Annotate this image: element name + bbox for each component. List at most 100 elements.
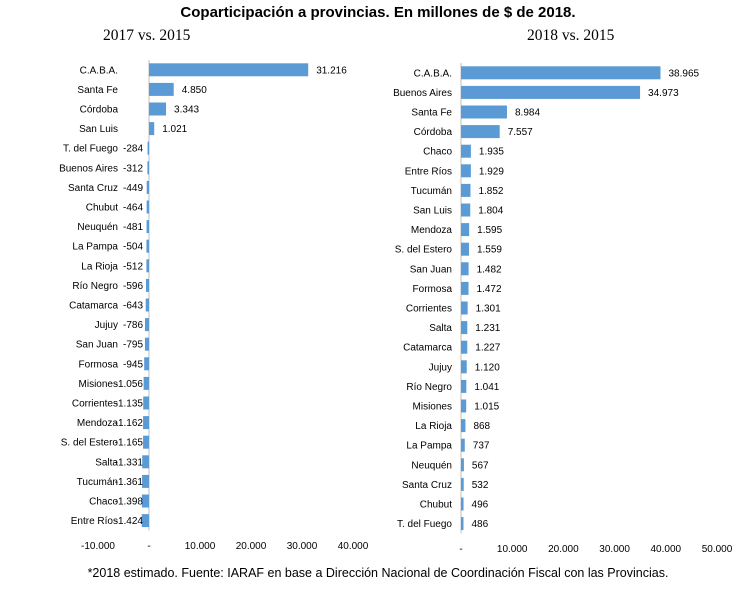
left-category-label: Río Negro: [72, 281, 118, 292]
left-data-label: -786: [123, 320, 143, 331]
left-bar: [149, 122, 155, 136]
right-data-label: 1.804: [478, 206, 503, 217]
right-bar: [461, 105, 507, 119]
right-category-label: Chaco: [423, 147, 452, 158]
right-chart-subtitle: 2018 vs. 2015: [527, 27, 615, 44]
left-category-label: Chubut: [86, 203, 118, 214]
right-category-label: San Juan: [410, 264, 452, 275]
left-bar: [144, 318, 149, 332]
right-category-label: Santa Fe: [411, 108, 452, 119]
left-bar: [143, 416, 149, 430]
left-category-label: Corrientes: [72, 399, 118, 410]
left-bar: [147, 141, 150, 155]
left-category-label: Córdoba: [80, 105, 119, 116]
left-data-label: -1.331: [115, 457, 144, 468]
right-bar: [461, 321, 468, 335]
right-data-label: 38.965: [669, 68, 700, 79]
left-category-label: Buenos Aires: [59, 163, 118, 174]
right-category-label: Formosa: [413, 284, 453, 295]
left-data-label: -1.165: [115, 438, 144, 449]
right-bar: [461, 301, 468, 315]
right-category-label: Buenos Aires: [393, 88, 452, 99]
left-data-label: -1.398: [115, 497, 144, 508]
left-category-label: Entre Ríos: [71, 516, 118, 527]
left-bar: [149, 102, 167, 116]
right-x-tick-label: 50.000: [702, 544, 733, 555]
chart-title: Coparticipación a provincias. En millone…: [180, 4, 576, 21]
footnote: *2018 estimado. Fuente: IARAF en base a …: [87, 566, 669, 580]
left-bar-chart: -10.000-10.000 20.000 30.000 40.000C.A.B.A.…: [59, 60, 369, 552]
left-data-label: -504: [123, 242, 143, 253]
left-data-label: -284: [123, 144, 143, 155]
right-category-label: Salta: [429, 323, 452, 334]
left-category-label: Formosa: [79, 359, 119, 370]
left-bar: [145, 298, 149, 312]
right-data-label: 7.557: [508, 127, 533, 138]
left-category-label: Catamarca: [69, 301, 118, 312]
right-category-label: Tucumán: [411, 186, 452, 197]
left-data-label: 4.850: [182, 85, 207, 96]
left-bar: [146, 239, 149, 253]
right-bar: [461, 183, 471, 197]
left-category-label: Jujuy: [95, 320, 118, 331]
right-category-label: Río Negro: [406, 382, 452, 393]
right-bar: [461, 458, 464, 472]
right-data-label: 737: [473, 441, 490, 452]
left-bar: [144, 357, 149, 371]
right-category-label: Entre Ríos: [405, 166, 452, 177]
left-data-label: -1.056: [115, 379, 144, 390]
left-x-tick-label: -10.000: [81, 541, 115, 552]
right-bar: [461, 360, 467, 374]
right-bar: [461, 497, 464, 511]
right-category-label: C.A.B.A.: [414, 68, 452, 79]
left-chart-subtitle: 2017 vs. 2015: [103, 27, 191, 44]
right-bar: [461, 517, 464, 531]
right-bar: [461, 262, 469, 276]
left-category-label: Santa Fe: [77, 85, 118, 96]
left-data-label: 1.021: [162, 124, 187, 135]
right-x-tick-label: 30.000: [599, 544, 630, 555]
left-data-label: -596: [123, 281, 143, 292]
right-data-label: 1.041: [474, 382, 499, 393]
right-category-label: La Pampa: [406, 441, 452, 452]
left-bar: [147, 161, 149, 175]
left-category-label: San Juan: [76, 340, 118, 351]
right-category-label: Misiones: [413, 402, 452, 413]
right-data-label: 1.482: [477, 264, 502, 275]
left-category-label: Santa Cruz: [68, 183, 118, 194]
left-x-tick-label: 40.000: [338, 541, 369, 552]
right-bar: [461, 203, 471, 217]
left-data-label: -795: [123, 340, 143, 351]
right-data-label: 1.472: [477, 284, 502, 295]
right-category-label: Catamarca: [403, 343, 452, 354]
left-bar: [146, 220, 149, 234]
right-category-label: Mendoza: [411, 225, 453, 236]
right-category-label: Neuquén: [411, 460, 452, 471]
right-category-label: T. del Fuego: [397, 519, 452, 530]
left-data-label: 31.216: [316, 65, 347, 76]
left-x-tick-label: -: [147, 541, 150, 552]
left-bar: [146, 259, 149, 273]
left-category-label: T. del Fuego: [63, 144, 118, 155]
left-data-label: -312: [123, 163, 143, 174]
left-data-label: -945: [123, 359, 143, 370]
right-bar: [461, 125, 500, 139]
left-category-label: C.A.B.A.: [80, 65, 118, 76]
left-category-label: Salta: [95, 457, 118, 468]
left-data-label: -449: [123, 183, 143, 194]
left-bar: [142, 455, 149, 469]
left-bar: [146, 180, 149, 194]
right-x-tick-label: 20.000: [548, 544, 579, 555]
left-bar: [144, 337, 149, 351]
right-category-label: La Rioja: [415, 421, 452, 432]
left-data-label: -464: [123, 203, 143, 214]
left-bar: [143, 376, 149, 390]
right-data-label: 1.852: [478, 186, 503, 197]
right-data-label: 1.120: [475, 362, 500, 373]
left-category-label: La Rioja: [81, 261, 118, 272]
right-category-label: Chubut: [420, 500, 452, 511]
left-x-tick-label: 20.000: [236, 541, 267, 552]
right-category-label: Santa Cruz: [402, 480, 452, 491]
left-data-label: -1.162: [115, 418, 144, 429]
left-bar: [141, 514, 149, 528]
